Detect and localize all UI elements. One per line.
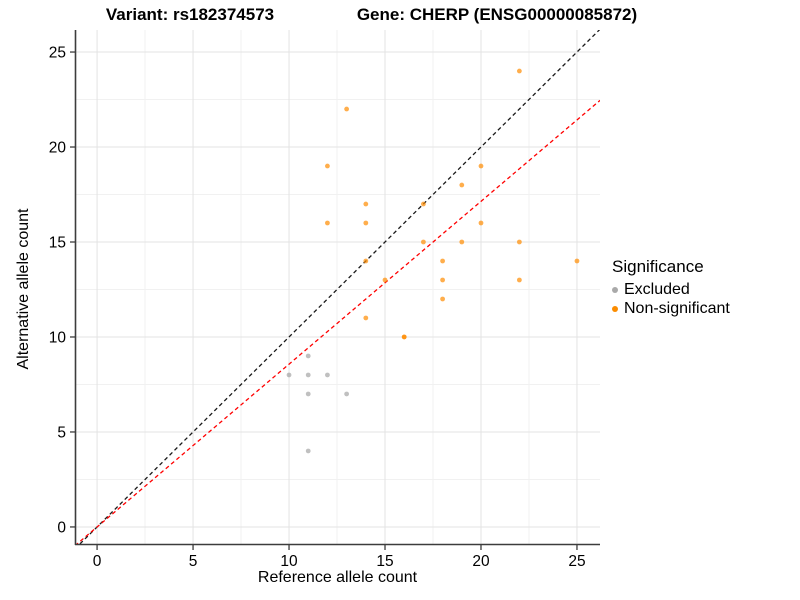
plot-panel: 0 5 10 15 20 25 0 5 10 15 20 25 [49, 30, 600, 570]
data-point-non-significant [421, 201, 426, 207]
x-tick-label: 5 [189, 553, 198, 570]
y-tick-label: 0 [57, 519, 66, 536]
legend-label: Excluded [624, 280, 690, 298]
data-point-non-significant [363, 201, 369, 207]
fit-line [75, 99, 600, 545]
data-point-non-significant [516, 239, 522, 245]
data-point-non-significant [478, 163, 484, 169]
data-point-excluded [305, 353, 311, 359]
legend-title: Significance [612, 257, 704, 276]
data-point-non-significant [325, 163, 330, 169]
plot-title-gene: Gene: CHERP (ENSG00000085872) [356, 5, 638, 24]
data-point-non-significant [440, 258, 445, 264]
data-point-excluded [325, 372, 330, 378]
x-tick-label: 0 [93, 553, 102, 570]
data-point-non-significant [478, 220, 484, 226]
x-tick-label: 15 [376, 553, 393, 570]
y-tick-label: 25 [49, 45, 66, 62]
legend-entries: Excluded Non-significant [612, 280, 730, 318]
y-tick-label: 20 [49, 140, 67, 157]
legend-entry-excluded: Excluded [612, 280, 730, 299]
data-point-excluded [286, 372, 292, 378]
x-axis-title: Reference allele count [257, 569, 418, 586]
x-tick-label: 10 [280, 553, 298, 570]
data-point-non-significant [325, 220, 330, 226]
legend-dot-icon [612, 286, 618, 293]
data-point-non-significant [440, 277, 445, 283]
data-point-non-significant [382, 277, 388, 283]
legend-dot-icon [612, 305, 618, 312]
y-tick-label: 15 [49, 235, 66, 252]
legend: Significance Excluded Non-significant [612, 257, 730, 318]
data-point-non-significant [363, 315, 369, 321]
data-point-excluded [305, 372, 311, 378]
data-point-excluded [344, 391, 350, 397]
chart-canvas: 0 5 10 15 20 25 0 5 10 15 20 25 [49, 30, 600, 570]
data-point-non-significant [459, 239, 465, 245]
data-point-non-significant [574, 258, 580, 264]
data-point-non-significant [516, 277, 522, 283]
data-point-excluded [305, 448, 311, 454]
legend-entry-non-significant: Non-significant [612, 299, 730, 318]
data-point-non-significant [363, 258, 369, 264]
data-point-non-significant [363, 220, 369, 226]
data-point-non-significant [421, 239, 426, 245]
data-point-excluded [305, 391, 311, 397]
y-axis-title: Alternative allele count [15, 208, 32, 370]
legend-label: Non-significant [624, 299, 730, 317]
data-point-non-significant [344, 106, 350, 112]
y-tick-label: 5 [57, 424, 66, 441]
x-tick-label: 20 [472, 553, 490, 570]
data-point-non-significant [459, 182, 465, 188]
y-tick-label: 10 [49, 329, 67, 346]
data-point-non-significant [440, 296, 445, 302]
data-point-non-significant [401, 334, 407, 340]
plot-title-variant: Variant: rs182374573 [105, 5, 275, 24]
data-point-non-significant [516, 68, 522, 74]
x-tick-label: 25 [568, 553, 585, 570]
